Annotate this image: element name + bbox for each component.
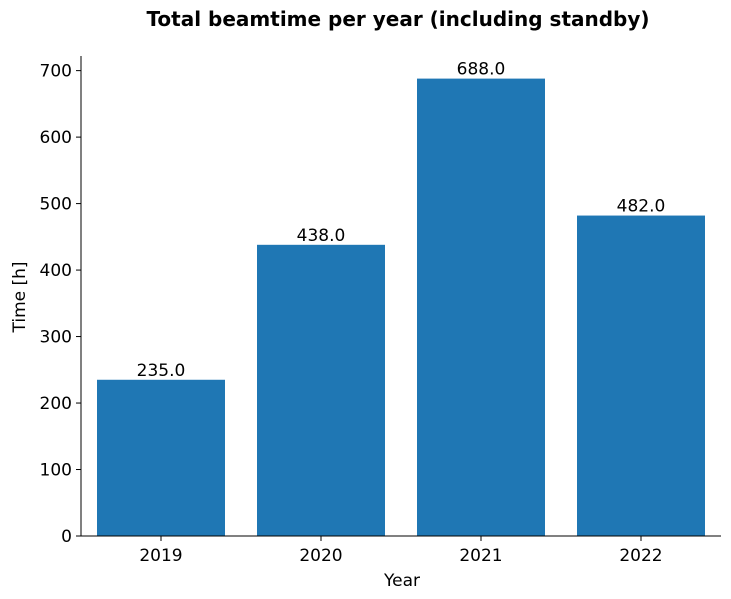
x-axis-label: Year: [383, 571, 420, 591]
x-tick-label-2022: 2022: [619, 546, 662, 566]
y-tick-label-700: 700: [40, 62, 72, 82]
bars-group: [97, 78, 705, 536]
data-labels-group: 235.0 438.0 688.0 482.0: [137, 60, 666, 381]
x-ticks-group: 2019 2020 2021 2022: [139, 536, 663, 566]
y-tick-label-0: 0: [61, 527, 72, 547]
bar-2020: [257, 244, 385, 536]
x-tick-label-2020: 2020: [299, 546, 342, 566]
chart-title: Total beamtime per year (including stand…: [146, 7, 649, 31]
data-label-2021: 688.0: [457, 60, 506, 80]
y-ticks-group: 0 100 200 300 400 500 600 700: [40, 62, 81, 547]
data-label-2019: 235.0: [137, 361, 186, 381]
y-tick-label-200: 200: [40, 394, 72, 414]
y-tick-label-100: 100: [40, 461, 72, 481]
bar-2021: [417, 78, 545, 536]
y-tick-label-500: 500: [40, 195, 72, 215]
data-label-2022: 482.0: [617, 197, 666, 217]
y-axis-label: Time [h]: [10, 261, 30, 333]
bar-2019: [97, 379, 225, 536]
bar-2022: [577, 215, 705, 536]
y-tick-label-300: 300: [40, 328, 72, 348]
data-label-2020: 438.0: [297, 226, 346, 246]
y-tick-label-400: 400: [40, 261, 72, 281]
x-tick-label-2019: 2019: [139, 546, 182, 566]
y-tick-label-600: 600: [40, 128, 72, 148]
x-tick-label-2021: 2021: [459, 546, 502, 566]
